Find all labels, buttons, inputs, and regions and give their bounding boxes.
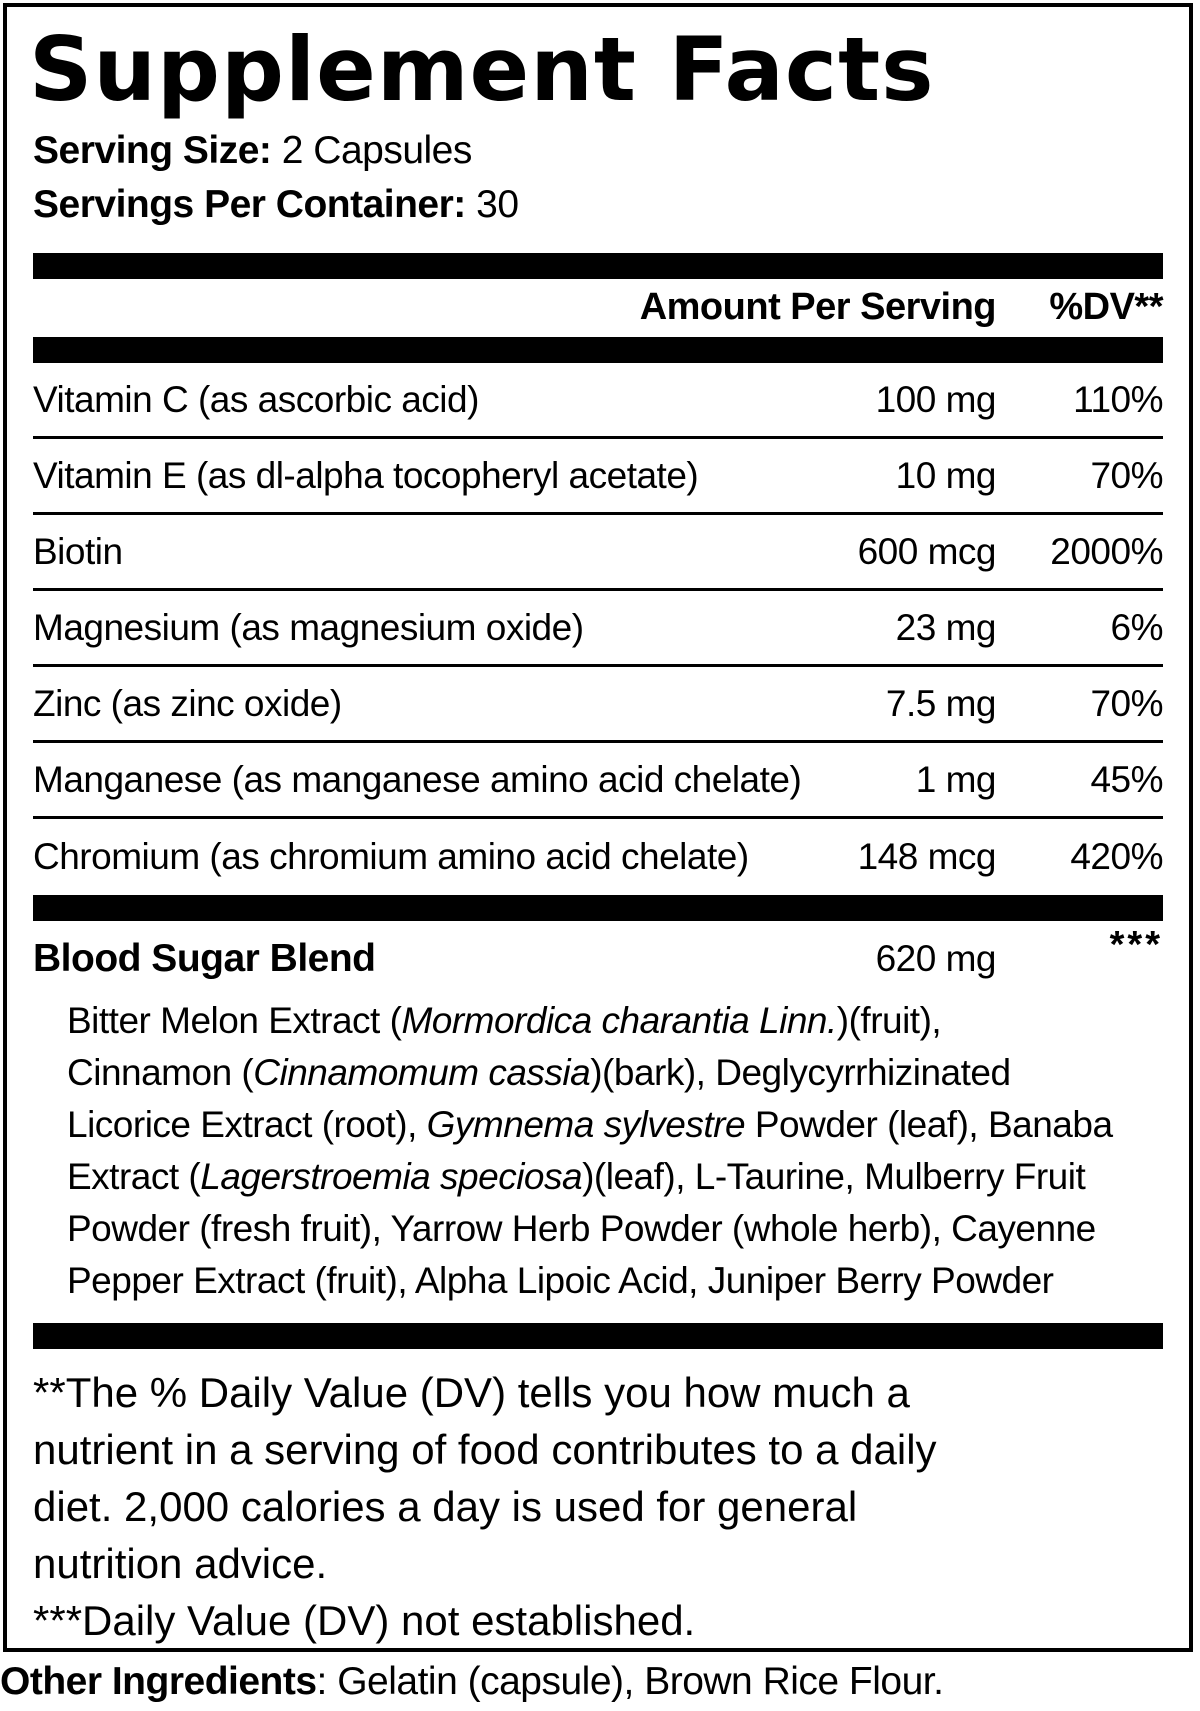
dv-footnote: **The % Daily Value (DV) tells you how m… bbox=[33, 1364, 1163, 1592]
servings-per-container-value: 30 bbox=[465, 183, 519, 227]
blend-ingredients: Bitter Melon Extract (Mormordica charant… bbox=[33, 995, 1163, 1307]
nutrient-row: Biotin 600 mcg 2000% bbox=[33, 515, 1164, 592]
nutrient-name: Biotin bbox=[33, 530, 123, 572]
amount-per-serving-header: Amount Per Serving bbox=[639, 286, 997, 329]
serving-size-label: Serving Size: bbox=[33, 129, 272, 173]
nutrient-row: Magnesium (as magnesium oxide) 23 mg 6% bbox=[33, 591, 1164, 668]
nutrient-amount: 600 mcg bbox=[857, 530, 997, 572]
nutrient-amount: 7.5 mg bbox=[885, 682, 997, 724]
blend-ingredient-line: Bitter Melon Extract (Mormordica charant… bbox=[67, 1000, 942, 1042]
nutrient-dv: 70% bbox=[1090, 454, 1163, 496]
nutrient-name: Chromium (as chromium amino acid chelate… bbox=[33, 836, 749, 878]
page-title: Supplement Facts bbox=[29, 18, 935, 121]
other-ingredients-line: Other Ingredients: Gelatin (capsule), Br… bbox=[0, 1660, 944, 1704]
blend-ingredient-line: Powder (fresh fruit), Yarrow Herb Powder… bbox=[67, 1208, 1096, 1250]
nutrient-row: Vitamin C (as ascorbic acid) 100 mg 110% bbox=[33, 363, 1164, 440]
dv-footnote-line: nutrition advice. bbox=[33, 1540, 328, 1588]
nutrient-amount: 100 mg bbox=[875, 378, 997, 420]
nutrient-amount: 23 mg bbox=[895, 606, 997, 648]
servings-per-container-line: Servings Per Container: 30 bbox=[33, 178, 1163, 232]
other-ingredients-label: Other Ingredients bbox=[0, 1660, 317, 1703]
divider-bar-thick bbox=[33, 253, 1163, 280]
serving-size-value: 2 Capsules bbox=[271, 129, 473, 173]
nutrient-name: Vitamin E (as dl-alpha tocopheryl acetat… bbox=[33, 454, 699, 496]
divider-bar-thick bbox=[33, 895, 1163, 922]
nutrient-dv: 70% bbox=[1090, 682, 1163, 724]
blend-dv-asterisks: *** bbox=[1109, 923, 1163, 966]
dv-footnote-line: nutrient in a serving of food contribute… bbox=[33, 1426, 937, 1474]
divider-bar-thick bbox=[33, 1323, 1163, 1350]
nutrient-dv: 2000% bbox=[1050, 530, 1163, 572]
nutrient-dv: 45% bbox=[1090, 758, 1163, 800]
nutrient-name: Magnesium (as magnesium oxide) bbox=[33, 606, 584, 648]
divider-bar-thick bbox=[33, 337, 1163, 364]
nutrient-dv: 6% bbox=[1110, 606, 1164, 648]
nutrient-name: Manganese (as manganese amino acid chela… bbox=[33, 758, 802, 800]
servings-per-container-label: Servings Per Container: bbox=[33, 183, 466, 227]
nutrient-row: Manganese (as manganese amino acid chela… bbox=[33, 743, 1164, 820]
nutrient-name: Vitamin C (as ascorbic acid) bbox=[33, 378, 479, 420]
nutrient-name: Zinc (as zinc oxide) bbox=[33, 682, 342, 724]
other-ingredients-value: : Gelatin (capsule), Brown Rice Flour. bbox=[316, 1660, 944, 1703]
blend-ingredient-line: Cinnamon (Cinnamomum cassia)(bark), Degl… bbox=[67, 1052, 1011, 1094]
dv-footnote-line: **The % Daily Value (DV) tells you how m… bbox=[33, 1369, 910, 1417]
blend-amount: 620 mg bbox=[875, 938, 997, 980]
blend-row: Blood Sugar Blend 620 mg *** bbox=[33, 924, 1163, 985]
nutrient-dv: 420% bbox=[1070, 836, 1163, 878]
nutrient-amount: 148 mcg bbox=[857, 836, 997, 878]
facts-box: Supplement Facts Serving Size: 2 Capsule… bbox=[3, 3, 1193, 1652]
nutrient-amount: 10 mg bbox=[895, 454, 997, 496]
serving-size-line: Serving Size: 2 Capsules bbox=[33, 124, 1163, 178]
nutrient-row: Vitamin E (as dl-alpha tocopheryl acetat… bbox=[33, 439, 1164, 516]
table-header-row: Amount Per Serving %DV** bbox=[33, 279, 1164, 337]
footnotes: **The % Daily Value (DV) tells you how m… bbox=[33, 1364, 1163, 1649]
dv-header: %DV** bbox=[1049, 286, 1163, 329]
blend-ingredient-line: Pepper Extract (fruit), Alpha Lipoic Aci… bbox=[67, 1260, 1054, 1302]
nutrient-table: Vitamin C (as ascorbic acid) 100 mg 110%… bbox=[33, 363, 1164, 895]
blend-ingredient-line: Extract (Lagerstroemia speciosa)(leaf), … bbox=[67, 1156, 1086, 1198]
nutrient-dv: 110% bbox=[1073, 378, 1163, 420]
nutrient-row: Chromium (as chromium amino acid chelate… bbox=[33, 819, 1164, 895]
blend-name: Blood Sugar Blend bbox=[33, 937, 376, 981]
dv-footnote-line: diet. 2,000 calories a day is used for g… bbox=[33, 1483, 858, 1531]
not-established-footnote: ***Daily Value (DV) not established. bbox=[33, 1597, 696, 1645]
nutrient-row: Zinc (as zinc oxide) 7.5 mg 70% bbox=[33, 667, 1164, 744]
blend-ingredient-line: Licorice Extract (root), Gymnema sylvest… bbox=[67, 1104, 1113, 1146]
nutrient-amount: 1 mg bbox=[915, 758, 997, 800]
